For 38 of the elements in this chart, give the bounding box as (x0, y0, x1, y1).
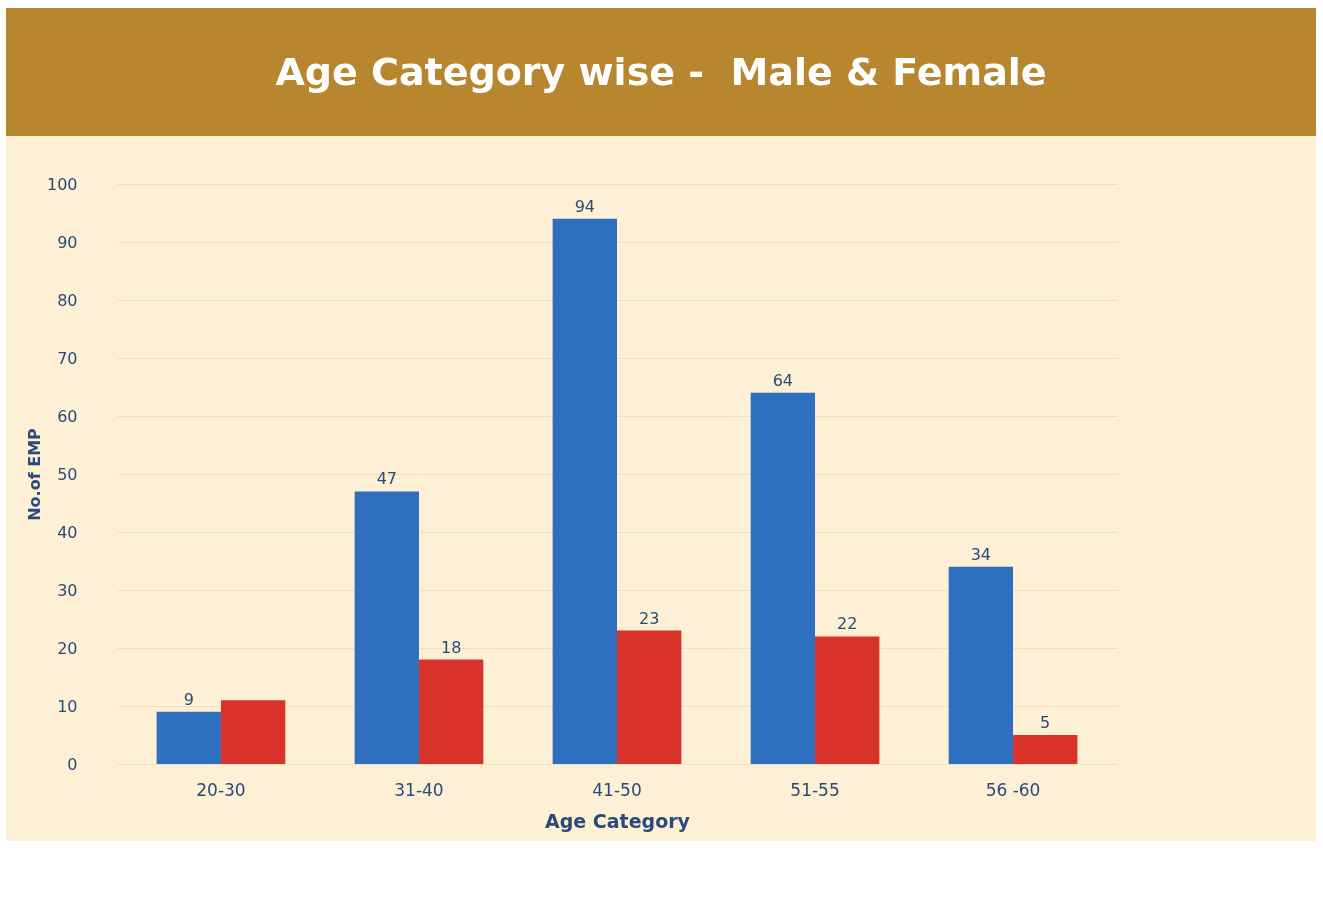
data-label: 94 (574, 196, 595, 216)
y-tick-label: 10 (57, 696, 78, 716)
y-tick-label: 60 (57, 406, 78, 426)
y-tick-label: 30 (57, 580, 78, 600)
data-label: 22 (837, 614, 858, 634)
y-tick-label: 20 (57, 638, 78, 658)
bar (750, 392, 816, 764)
bar (418, 659, 484, 764)
y-tick-label: 100 (46, 174, 78, 194)
data-label: 5 (1040, 713, 1051, 732)
y-tick-label: 70 (57, 348, 78, 368)
data-label: 34 (970, 544, 992, 564)
bar (1013, 735, 1078, 764)
bar (220, 700, 286, 764)
x-tick-label: 31-40 (394, 779, 444, 800)
y-tick-label: 50 (57, 464, 78, 484)
bar (948, 566, 1014, 764)
x-axis-title: Age Category (545, 809, 691, 832)
data-label: 18 (440, 637, 462, 657)
bar (156, 711, 221, 764)
chart-title: Age Category wise - Male & Female (6, 8, 1316, 136)
data-label: 64 (772, 370, 794, 390)
x-tick-label: 51-55 (790, 779, 840, 800)
bar (617, 630, 682, 764)
bar (354, 491, 419, 764)
data-label: 9 (183, 689, 194, 709)
y-tick-label: 80 (57, 290, 78, 310)
bar (815, 636, 880, 764)
x-tick-label: 56 -60 (985, 779, 1041, 800)
y-tick-label: 90 (57, 232, 78, 252)
data-label: 47 (376, 469, 397, 489)
x-tick-label: 20-30 (196, 779, 246, 800)
x-tick-label: 41-50 (592, 779, 642, 800)
y-tick-label: 40 (57, 522, 78, 542)
data-label: 23 (639, 608, 660, 628)
y-tick-label: 0 (67, 754, 78, 774)
bar (552, 218, 617, 764)
y-axis-title: No.of EMP (24, 427, 44, 521)
